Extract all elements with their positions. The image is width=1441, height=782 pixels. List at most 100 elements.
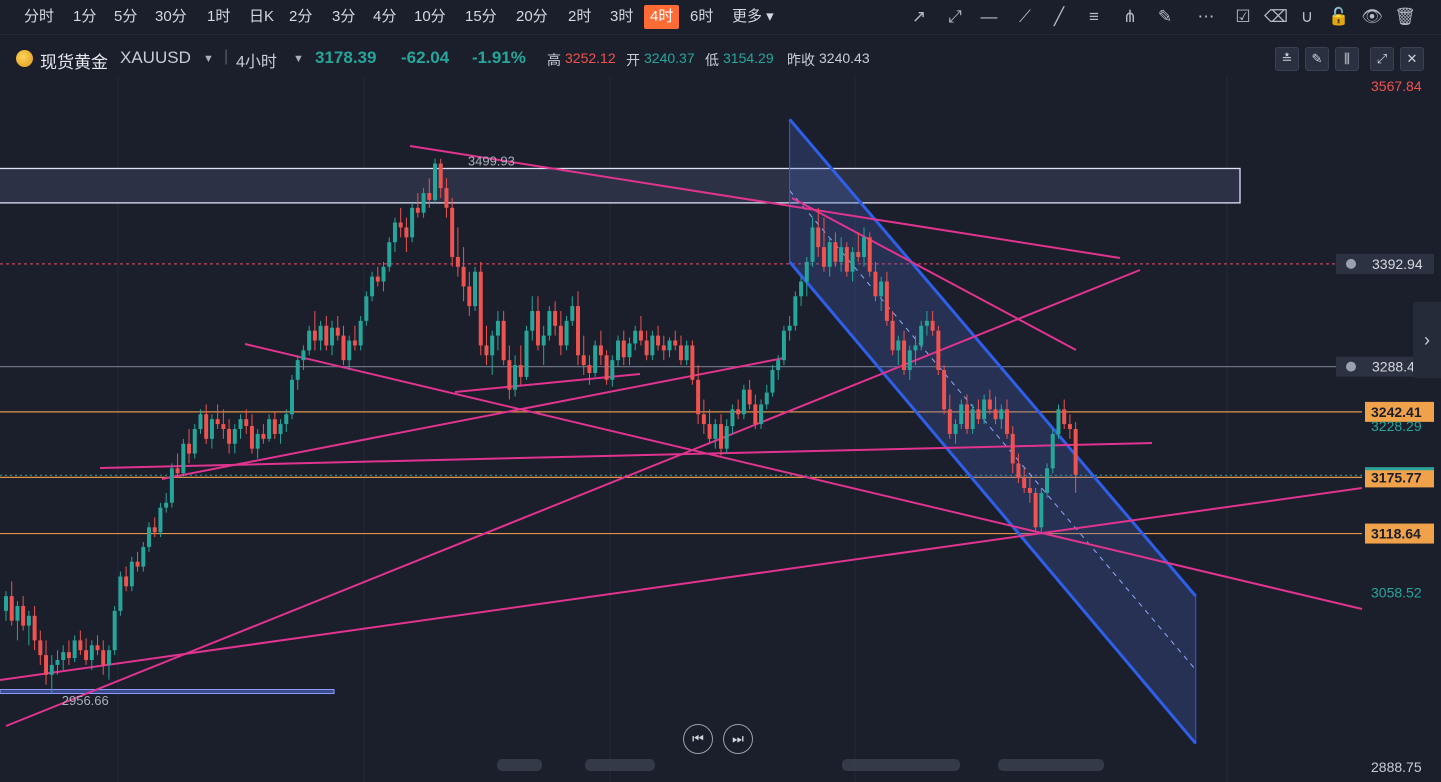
symbol-name[interactable]: 现货黄金 [40,53,108,72]
eye-icon[interactable]: 👁 [1361,7,1383,26]
candle-body-185 [1062,409,1067,425]
lock-icon[interactable]: 🔓 [1328,7,1350,26]
timeframe-tab-8[interactable]: 4分 [373,8,397,25]
candle-body-131 [753,404,758,425]
candle-body-72 [415,207,420,213]
chart-type-icon[interactable]: ≛ [1275,47,1299,71]
ray-line-icon[interactable]: ⤢ [948,7,962,26]
timeframe-tab-7[interactable]: 3分 [332,8,356,25]
channel-top-line [788,118,1197,598]
candle-body-125 [719,424,723,449]
symbol-code[interactable]: XAUUSD [120,48,191,67]
candle-body-51 [295,360,300,380]
expand-right-panel-icon[interactable]: › [1413,302,1441,378]
candle-body-36 [209,419,214,439]
timeframe-tab-15[interactable]: 6时 [690,8,714,25]
candle-body-5 [32,615,37,641]
fan-icon[interactable]: ⋔ [1122,7,1138,26]
open-label: 开 [626,52,640,68]
timeframe-tab-10[interactable]: 15分 [465,8,497,25]
trash-icon[interactable]: 🗑 [1394,7,1416,26]
timeframe-tab-12[interactable]: 2时 [568,8,592,25]
candle-body-105 [604,355,609,380]
horizontal-line-icon[interactable]: — [980,7,998,26]
candle-body-75 [433,163,437,200]
magnet-icon[interactable]: ∪ [1300,7,1314,26]
candle-body-62 [358,320,363,346]
timeframe-tab-3[interactable]: 30分 [155,8,187,25]
separator: | [224,48,229,65]
candle-body-93 [535,311,540,346]
interval-dropdown-icon[interactable]: ▼ [293,53,304,65]
y-axis-label-7: 3058.52 [1371,585,1422,601]
brush-icon[interactable]: ╱ [1053,7,1065,26]
candle-body-124 [713,424,718,439]
candle-style-icon[interactable]: ⫼ [1335,47,1359,71]
trendline-4 [244,343,1363,610]
price-chart[interactable]: 3499.93 2956.66 3567.84 3392.94 3288.44 3242.… [0,76,1441,782]
timeframe-tab-4[interactable]: 1时 [207,8,231,25]
y-label-bg-5 [1365,467,1434,488]
draw-pencil-icon[interactable]: ✎ [1305,47,1329,71]
interval-label[interactable]: 4小时 [236,54,277,71]
candle-body-23 [135,561,140,567]
candle-body-85 [490,335,495,356]
scroll-to-start-button[interactable]: ⏮ [683,724,713,754]
open-value: 3240.37 [644,50,695,66]
candle-body-77 [444,188,449,208]
highlighter-icon[interactable]: ✎ [1157,7,1173,26]
candle-body-161 [924,320,929,326]
candle-body-121 [696,379,701,415]
trendline-3 [0,487,1363,681]
polyline-icon[interactable]: ⟋ [1019,7,1031,26]
trend-line-icon[interactable]: ↗ [911,7,927,26]
candle-body-113 [650,335,655,356]
candle-body-156 [896,340,901,351]
channel-mid-line [789,190,1197,671]
candle-body-38 [221,424,226,429]
timeframe-tab-2[interactable]: 5分 [114,8,138,25]
timeframe-tab-16[interactable]: 更多 ▾ [732,8,774,25]
low-label: 低 [705,52,719,68]
timeframe-tab-1[interactable]: 1分 [73,8,97,25]
candle-body-133 [764,392,769,405]
timeframe-tab-14[interactable]: 4时 [644,5,680,29]
candle-body-158 [907,350,912,371]
expand-icon[interactable]: ⤢ [1370,47,1394,71]
timeframe-tab-9[interactable]: 10分 [414,8,446,25]
y-axis-label-1: 3392.94 [1372,256,1423,272]
candle-body-19 [112,610,117,651]
fibonacci-icon[interactable]: ≡ [1089,7,1099,26]
low-value: 3154.29 [723,50,774,66]
high-label: 高 [547,52,561,68]
candle-body-112 [644,340,649,356]
last-price: 3178.39 [315,48,377,67]
note-icon[interactable]: ☑ [1235,7,1251,26]
candle-body-97 [558,325,563,346]
candle-body-48 [278,424,283,434]
candle-body-43 [249,426,254,449]
candle-body-87 [501,320,506,361]
candle-body-174 [999,409,1004,420]
candle-body-157 [902,340,907,371]
symbol-dropdown-icon[interactable]: ▼ [203,53,214,65]
candle-body-155 [890,320,895,351]
more-dots-icon[interactable]: ⋯ [1197,7,1215,26]
candle-body-146 [839,247,844,262]
timeframe-tab-5[interactable]: 日K [249,8,275,25]
scroll-to-end-button[interactable]: ⏭ [723,724,753,754]
candle-body-160 [919,325,924,346]
eraser-icon[interactable]: ⌫ [1264,7,1289,26]
timeframe-tab-11[interactable]: 20分 [516,8,548,25]
candle-body-88 [507,360,512,390]
close-icon[interactable]: ✕ [1400,47,1424,71]
y-axis-label-5: 3175.77 [1371,469,1422,485]
timeframe-tab-0[interactable]: 分时 [24,8,55,25]
candle-body-186 [1067,424,1072,429]
candle-body-172 [987,399,992,410]
candle-body-96 [553,311,558,326]
timeframe-tab-6[interactable]: 2分 [289,8,313,25]
candle-body-123 [707,424,712,439]
candle-body-183 [1050,433,1055,469]
timeframe-tab-13[interactable]: 3时 [610,8,634,25]
